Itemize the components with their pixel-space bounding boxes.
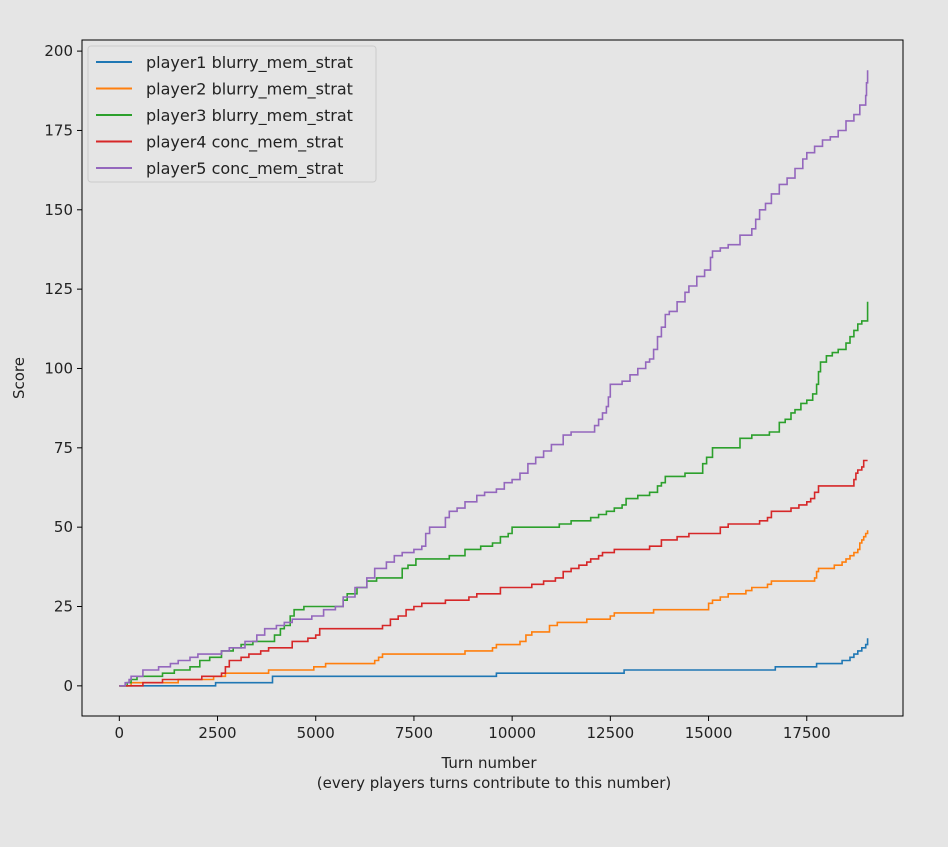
y-tick-label: 200	[44, 42, 73, 60]
legend-label-player2: player2 blurry_mem_strat	[146, 80, 353, 100]
y-axis-ticks: 0 25 50 75 100 125 150 175 200	[44, 42, 82, 695]
y-axis-label: Score	[10, 357, 28, 399]
x-tick-label: 15000	[685, 724, 733, 742]
legend-label-player3: player3 blurry_mem_strat	[146, 106, 353, 126]
legend-box	[87, 45, 377, 183]
series-line-player1	[119, 638, 869, 687]
x-tick-label: 2500	[198, 724, 236, 742]
series-lines	[119, 70, 869, 687]
x-tick-label: 7500	[395, 724, 433, 742]
series-line-player3	[119, 301, 869, 687]
x-tick-label: 5000	[297, 724, 335, 742]
legend: player1 blurry_mem_strat player2 blurry_m…	[87, 45, 377, 183]
series-line-player5	[119, 70, 869, 687]
y-tick-label: 125	[44, 280, 73, 298]
x-tick-label: 12500	[586, 724, 634, 742]
y-tick-label: 50	[54, 518, 73, 536]
series-line-player4	[119, 459, 868, 687]
y-tick-label: 100	[44, 359, 73, 377]
x-axis-ticks: 0 2500 5000 7500 10000 12500 15000 17500	[115, 716, 831, 742]
y-tick-label: 0	[63, 677, 73, 695]
y-tick-label: 150	[44, 201, 73, 219]
x-axis-label: Turn number	[440, 754, 537, 772]
y-tick-label: 175	[44, 121, 73, 139]
legend-label-player5: player5 conc_mem_strat	[146, 159, 343, 179]
y-tick-label: 25	[54, 598, 73, 616]
x-tick-label: 10000	[488, 724, 536, 742]
x-tick-label: 17500	[783, 724, 831, 742]
series-line-player2	[119, 530, 869, 687]
x-axis-label-note: (every players turns contribute to this …	[317, 774, 672, 792]
legend-label-player1: player1 blurry_mem_strat	[146, 53, 353, 73]
legend-label-player4: player4 conc_mem_strat	[146, 133, 343, 153]
x-tick-label: 0	[115, 724, 125, 742]
y-tick-label: 75	[54, 439, 73, 457]
